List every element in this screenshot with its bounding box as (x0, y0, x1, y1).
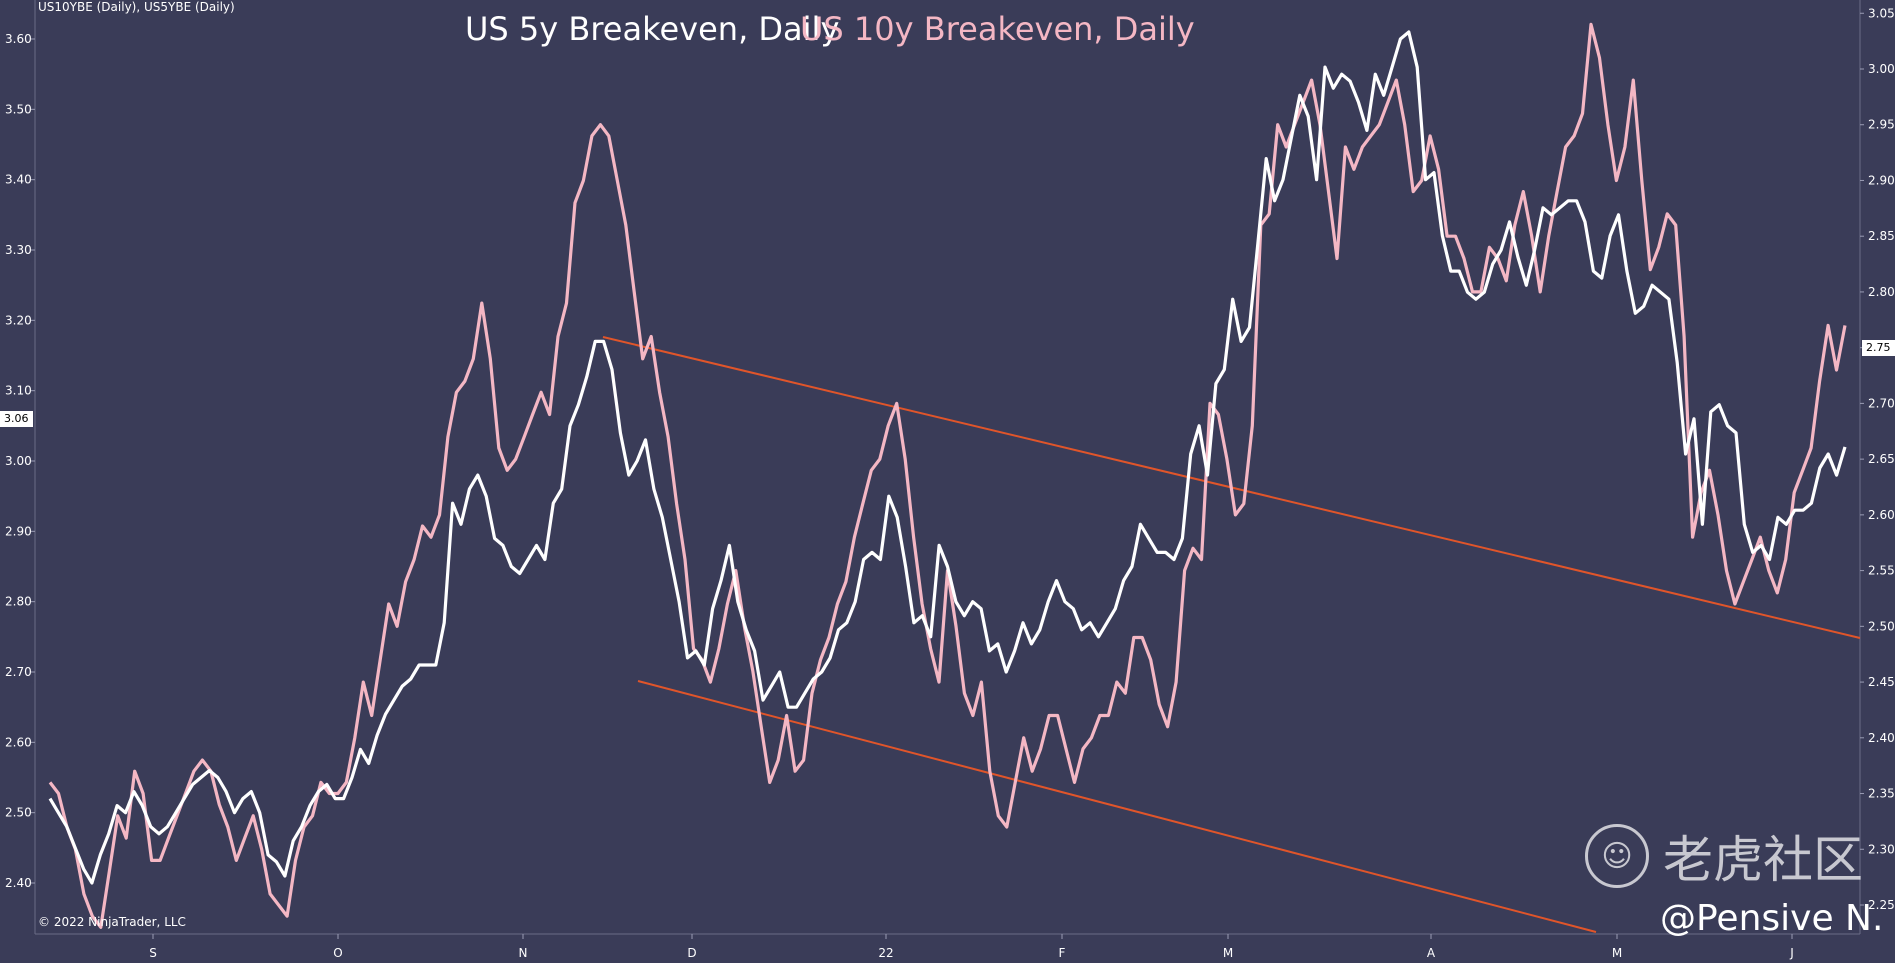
right-tick-label: 2.45 (1868, 675, 1895, 689)
left-tick-label: 3.30 (5, 243, 32, 257)
right-tick-label: 2.80 (1868, 285, 1895, 299)
series-line-5y (48, 30, 1847, 885)
left-tick-label: 3.20 (5, 313, 32, 327)
right-tick-label: 2.25 (1868, 898, 1895, 912)
left-tick-label: 3.50 (5, 102, 32, 116)
title-5y: US 5y Breakeven, Daily (465, 10, 840, 48)
right-tick-label: 2.60 (1868, 508, 1895, 522)
x-tick-label: 22 (878, 946, 893, 960)
right-tick-label: 2.85 (1868, 229, 1895, 243)
tiger-logo-icon: ☺ (1585, 824, 1649, 888)
x-tick-label: F (1059, 946, 1066, 960)
x-tick-label: N (519, 946, 528, 960)
left-tick-label: 2.50 (5, 806, 32, 820)
x-tick-label: A (1427, 946, 1436, 960)
instrument-header: US10YBE (Daily), US5YBE (Daily) (38, 0, 235, 14)
right-tick-label: 2.90 (1868, 173, 1895, 187)
left-tick-label: 2.40 (5, 876, 32, 890)
right-tick-label: 2.35 (1868, 787, 1895, 801)
x-tick-label: S (149, 946, 157, 960)
left-tick-label: 3.00 (5, 454, 32, 468)
title-10y: US 10y Breakeven, Daily (800, 10, 1195, 48)
left-last-value-badge: 3.06 (0, 410, 33, 427)
right-tick-label: 2.30 (1868, 842, 1895, 856)
right-axis: 3.05 3.00 2.95 2.90 2.85 2.80 2.75 2.70 2.65 2.60… (1860, 6, 1895, 912)
copyright-notice: © 2022 NinjaTrader, LLC (38, 915, 186, 929)
right-tick-label: 2.95 (1868, 118, 1895, 132)
left-tick-label: 2.70 (5, 665, 32, 679)
right-tick-label: 2.55 (1868, 564, 1895, 578)
lower-trendline (637, 680, 1597, 933)
left-tick-label: 3.60 (5, 32, 32, 46)
left-tick-label: 3.10 (5, 384, 32, 398)
left-tick-label: 2.80 (5, 595, 32, 609)
right-tick-label: 2.40 (1868, 731, 1895, 745)
x-axis: S O N D 22 F M A M J (149, 934, 1794, 960)
x-tick-label: M (1223, 946, 1233, 960)
left-axis: 3.60 3.50 3.40 3.30 3.20 3.10 3.00 2.90 2.80 2.70… (5, 32, 35, 890)
right-tick-label: 2.65 (1868, 452, 1895, 466)
left-tick-label: 2.90 (5, 524, 32, 538)
right-tick-label: 2.70 (1868, 396, 1895, 410)
right-last-value-badge: 2.75 (1862, 339, 1895, 356)
author-credit: @Pensive N. (1660, 898, 1884, 939)
left-tick-label: 2.60 (5, 735, 32, 749)
right-tick-label: 3.00 (1868, 62, 1895, 76)
x-tick-label: D (687, 946, 696, 960)
watermark-text: 老虎社区 (1663, 831, 1863, 889)
x-tick-label: J (1789, 946, 1794, 960)
series-group (48, 22, 1847, 929)
x-tick-label: M (1612, 946, 1622, 960)
watermark: ☺ 老虎社区 (1585, 820, 1863, 892)
left-tick-label: 3.40 (5, 173, 32, 187)
right-tick-label: 3.05 (1868, 6, 1895, 20)
x-tick-label: O (333, 946, 342, 960)
right-tick-label: 2.50 (1868, 619, 1895, 633)
